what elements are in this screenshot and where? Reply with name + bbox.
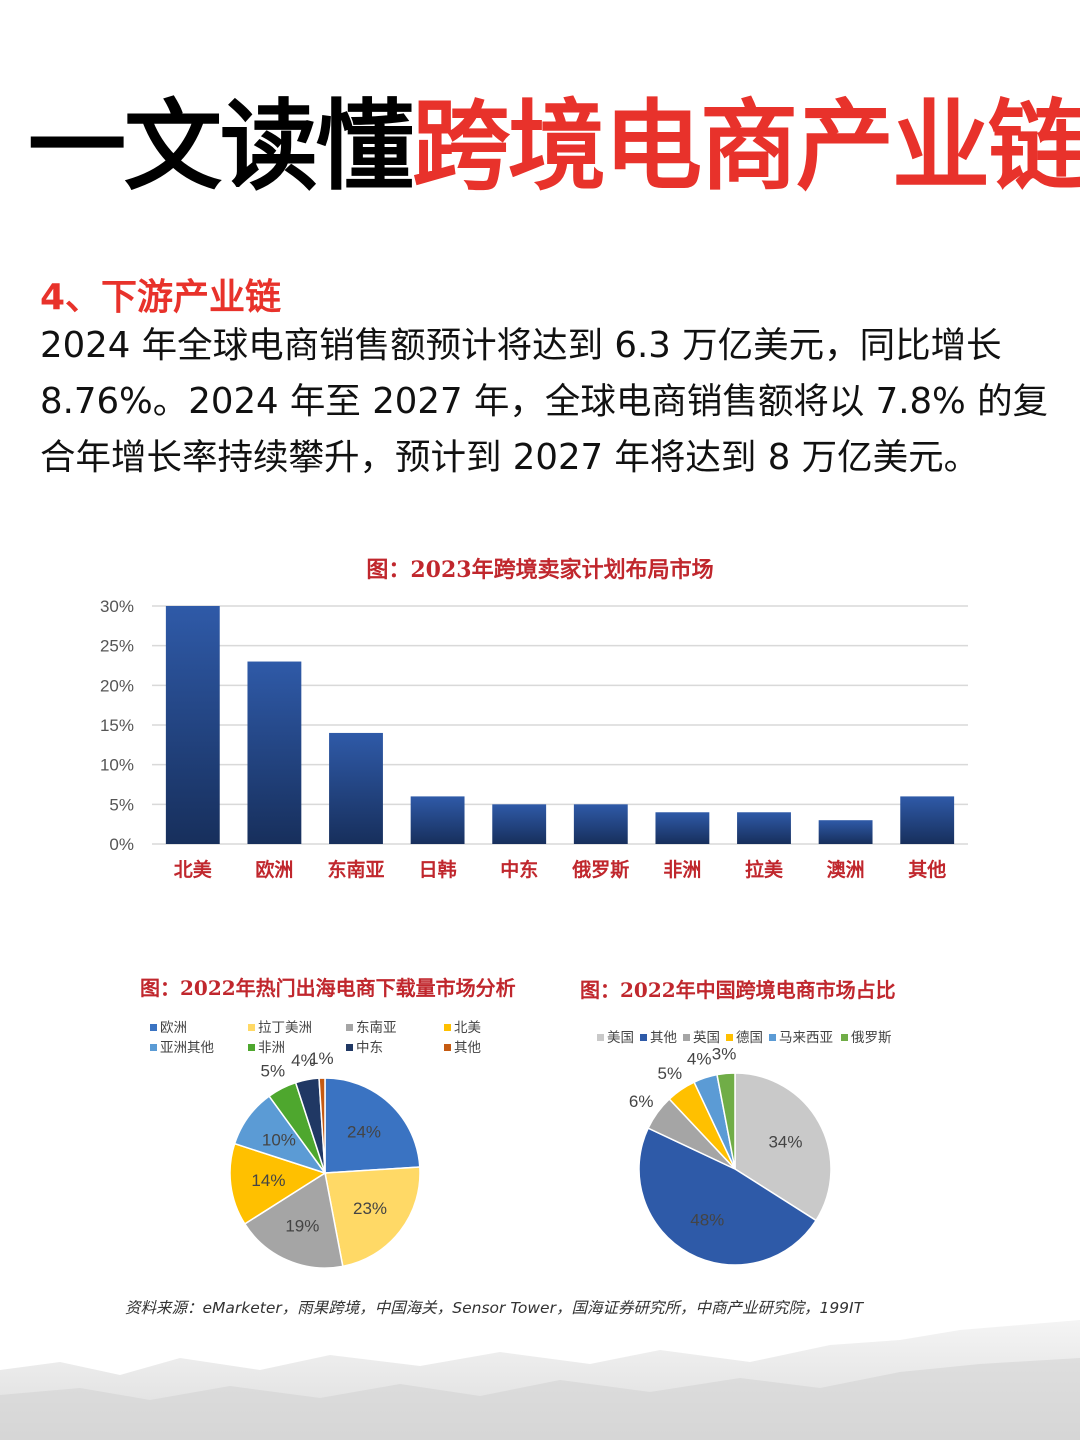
bar [737, 812, 791, 844]
legend-swatch [769, 1034, 776, 1041]
page-title-black: 一文读懂 [28, 90, 414, 204]
pie-slice [243, 1171, 344, 1269]
legend-swatch [248, 1044, 255, 1051]
bar-chart-title: 图：2023年跨境卖家计划布局市场 [366, 557, 714, 583]
legend-swatch [150, 1044, 157, 1051]
source-note: 资料来源：eMarketer，雨果跨境，中国海关，Sensor Tower，国海… [125, 1299, 864, 1317]
legend-label: 中东 [356, 1040, 383, 1055]
x-tick-label: 日韩 [419, 858, 457, 881]
bar [492, 804, 547, 844]
x-tick-label: 非洲 [663, 859, 701, 881]
legend-swatch [726, 1034, 733, 1041]
y-tick-label: 0% [109, 835, 134, 854]
bar [165, 606, 220, 844]
body-paragraph: 2024 年全球电商销售额预计将达到 6.3 万亿美元，同比增长 8.76%。2… [40, 325, 1049, 478]
pie-slice [324, 1166, 421, 1268]
pie-data-label: 4% [687, 1050, 712, 1069]
legend-label: 俄罗斯 [851, 1030, 892, 1045]
legend-label: 欧洲 [160, 1020, 187, 1035]
bar [573, 804, 628, 844]
section-heading: 4、下游产业链 [40, 277, 282, 318]
x-tick-label: 拉美 [745, 858, 784, 881]
legend-swatch [683, 1034, 690, 1041]
legend-swatch [841, 1034, 848, 1041]
pie-data-label: 5% [261, 1062, 286, 1081]
bar [247, 661, 302, 844]
pie-slice [638, 1127, 818, 1266]
bar-chart: 0% 5% 10% 15% 20% 25% 30% 北美 欧洲 东南亚 日韩 中东 俄罗斯 非洲 拉美 澳洲 其… [100, 597, 968, 881]
x-tick-label: 其他 [908, 858, 946, 881]
legend-swatch [150, 1024, 157, 1031]
legend-label: 马来西亚 [779, 1030, 833, 1045]
y-tick-label: 15% [100, 716, 134, 735]
pie-data-label: 6% [629, 1092, 654, 1111]
legend-label: 美国 [607, 1030, 634, 1045]
pie-data-label: 48% [690, 1210, 724, 1229]
pie-data-label: 5% [658, 1064, 683, 1083]
x-tick-label: 俄罗斯 [571, 858, 629, 881]
x-tick-label: 东南亚 [327, 858, 384, 881]
legend-label: 英国 [693, 1029, 720, 1045]
x-tick-label: 中东 [500, 858, 538, 881]
y-tick-label: 30% [100, 597, 134, 616]
pie-chart-2: 美国 其他 英国 德国 马来西亚 俄罗斯 34% 48% 6%5%4% 3% [597, 1029, 892, 1266]
legend-label: 其他 [454, 1040, 481, 1055]
pie-data-label: 1% [309, 1049, 334, 1068]
legend-swatch [444, 1024, 451, 1031]
legend-label: 非洲 [258, 1040, 285, 1055]
legend-swatch [248, 1024, 255, 1031]
pie-data-label: 19% [285, 1216, 319, 1235]
x-tick-label: 澳洲 [827, 858, 865, 881]
pie-data-label: 10% [262, 1130, 296, 1149]
pie-data-label: 24% [347, 1122, 381, 1141]
pie-data-label: 14% [251, 1171, 285, 1190]
pie-slice [318, 1077, 326, 1174]
bar [900, 796, 955, 844]
bar [329, 732, 383, 844]
legend-label: 其他 [650, 1030, 677, 1045]
legend-swatch [597, 1034, 604, 1041]
pie-slice [229, 1142, 327, 1225]
legend-label: 亚洲其他 [160, 1040, 214, 1055]
bar [410, 796, 465, 844]
pie-data-label: 34% [768, 1132, 802, 1151]
legend-swatch [346, 1044, 353, 1051]
legend-swatch [444, 1044, 451, 1051]
pie-chart-1-title: 图：2022年热门出海电商下载量市场分析 [140, 976, 516, 1000]
legend-swatch [640, 1034, 647, 1041]
legend-label: 东南亚 [356, 1020, 397, 1035]
y-tick-label: 20% [100, 676, 134, 695]
pie-data-label: 3% [712, 1045, 737, 1064]
pie-slice [716, 1072, 736, 1170]
bar [655, 812, 710, 844]
y-tick-label: 10% [100, 756, 134, 775]
x-tick-label: 北美 [174, 858, 213, 881]
torn-paper-decoration [0, 1320, 1080, 1440]
page-title-red: 跨境电商产业链 [412, 90, 1080, 204]
x-tick-label: 欧洲 [255, 858, 293, 881]
y-tick-label: 25% [100, 637, 134, 656]
legend-label: 德国 [736, 1030, 763, 1045]
legend-swatch [346, 1024, 353, 1031]
y-tick-label: 5% [109, 795, 134, 814]
pie-chart-2-title: 图：2022年中国跨境电商市场占比 [580, 978, 896, 1002]
legend-label: 拉丁美洲 [258, 1020, 312, 1035]
bar [818, 820, 873, 844]
page-title: 一文读懂跨境电商产业链 [28, 90, 1080, 204]
legend-label: 北美 [454, 1020, 481, 1035]
pie-data-label: 4% [291, 1051, 316, 1070]
pie-slice [324, 1077, 421, 1174]
pie-data-label: 23% [353, 1199, 387, 1218]
